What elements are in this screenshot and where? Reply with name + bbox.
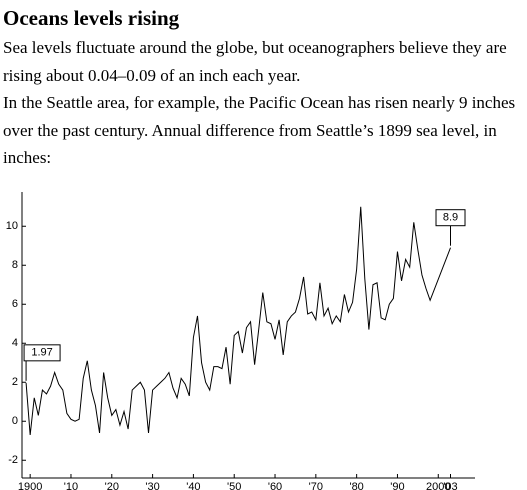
x-tick-label: '40 — [186, 481, 200, 490]
x-tick-label: '90 — [390, 481, 404, 490]
y-tick-label: 0 — [12, 415, 18, 427]
y-tick-label: -2 — [8, 454, 18, 466]
x-tick-label: '50 — [227, 481, 241, 490]
chart-title: Oceans levels rising — [3, 6, 180, 30]
subtitle: In the Seattle area, for example, the Pa… — [3, 93, 516, 167]
x-tick-label: '20 — [105, 481, 119, 490]
y-tick-label: 10 — [6, 220, 18, 232]
subtitle: Sea levels fluctuate around the globe, b… — [3, 38, 507, 85]
x-tick-label: '03 — [443, 481, 457, 490]
annotation-text: 8.9 — [443, 212, 458, 224]
x-tick-label: '80 — [349, 481, 363, 490]
y-tick-label: 6 — [12, 298, 18, 310]
x-tick-label: 1900 — [18, 481, 42, 490]
data-line — [25, 206, 451, 435]
x-tick-label: '30 — [145, 481, 159, 490]
header: Oceans levels rising Sea levels fluctuat… — [3, 2, 523, 172]
x-tick-label: '70 — [309, 481, 323, 490]
y-tick-label: 2 — [12, 376, 18, 388]
x-tick-label: 2000 — [426, 481, 450, 490]
x-tick-label: '60 — [268, 481, 282, 490]
annotation-text: 1.97 — [31, 347, 52, 359]
annotation-box — [23, 344, 61, 362]
x-tick-label: '10 — [64, 481, 78, 490]
y-tick-label: 8 — [12, 259, 18, 271]
y-tick-label: 4 — [12, 337, 18, 349]
annotation-box — [435, 209, 466, 227]
